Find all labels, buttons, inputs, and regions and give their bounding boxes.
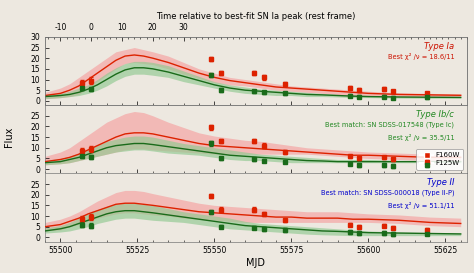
X-axis label: Time relative to best-fit SN Ia peak (rest frame): Time relative to best-fit SN Ia peak (re… — [156, 12, 356, 21]
Legend: F160W, F125W: F160W, F125W — [416, 149, 464, 170]
Text: Type II: Type II — [427, 178, 454, 187]
Text: Type Ia: Type Ia — [424, 41, 454, 51]
Text: Flux: Flux — [3, 126, 14, 147]
Text: Best χ² /ν = 18.6/11: Best χ² /ν = 18.6/11 — [388, 53, 454, 60]
Text: Best χ² /ν = 35.5/11: Best χ² /ν = 35.5/11 — [388, 134, 454, 141]
Text: Best match: SN SDSS-000018 (Type II-P): Best match: SN SDSS-000018 (Type II-P) — [320, 190, 454, 196]
Text: Best match: SN SDSS-017548 (Type Ic): Best match: SN SDSS-017548 (Type Ic) — [325, 121, 454, 128]
Text: Best χ² /ν = 51.1/11: Best χ² /ν = 51.1/11 — [388, 202, 454, 209]
Text: Type Ib/c: Type Ib/c — [416, 110, 454, 119]
X-axis label: MJD: MJD — [246, 258, 265, 268]
